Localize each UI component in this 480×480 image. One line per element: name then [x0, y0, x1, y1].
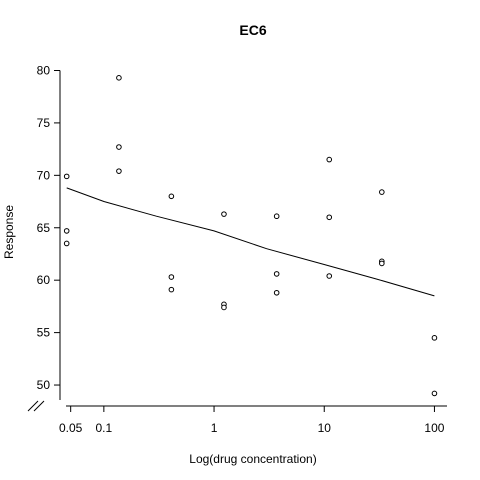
data-point [380, 261, 385, 266]
axis-break-mark [34, 401, 44, 411]
data-point [117, 145, 122, 150]
chart-title: EC6 [239, 22, 266, 38]
data-point [169, 194, 174, 199]
data-point [274, 214, 279, 219]
data-point [117, 76, 122, 81]
y-tick-label: 50 [37, 378, 51, 392]
y-axis-label: Response [2, 205, 16, 259]
data-point [327, 274, 332, 279]
fit-line-layer [67, 188, 435, 296]
data-point [169, 275, 174, 280]
data-point [222, 212, 227, 217]
x-ticks: 0.05 0.1 1 10 100 [59, 406, 445, 435]
x-axis-label: Log(drug concentration) [189, 452, 316, 466]
y-ticks: 50 55 60 65 70 75 80 [37, 63, 60, 392]
data-point [169, 287, 174, 292]
data-point [274, 290, 279, 295]
data-point [327, 157, 332, 162]
points-layer [64, 76, 436, 396]
data-point [64, 229, 69, 234]
y-tick-label: 60 [37, 273, 51, 287]
fit-line [67, 188, 435, 296]
axis-break-mark [28, 401, 38, 411]
y-tick-label: 70 [37, 168, 51, 182]
data-point [222, 305, 227, 310]
data-point [327, 215, 332, 220]
y-tick-label: 80 [37, 63, 51, 77]
data-point [432, 336, 437, 341]
x-tick-label: 10 [318, 421, 332, 435]
axes [28, 70, 447, 411]
y-tick-label: 75 [37, 116, 51, 130]
y-tick-label: 65 [37, 221, 51, 235]
data-point [432, 391, 437, 396]
x-tick-label: 1 [211, 421, 218, 435]
data-point [117, 169, 122, 174]
y-tick-label: 55 [37, 326, 51, 340]
data-point [64, 241, 69, 246]
data-point [380, 190, 385, 195]
data-point [64, 174, 69, 179]
data-point [274, 272, 279, 277]
x-tick-label: 0.05 [59, 421, 83, 435]
x-tick-label: 100 [424, 421, 444, 435]
x-tick-label: 0.1 [96, 421, 113, 435]
